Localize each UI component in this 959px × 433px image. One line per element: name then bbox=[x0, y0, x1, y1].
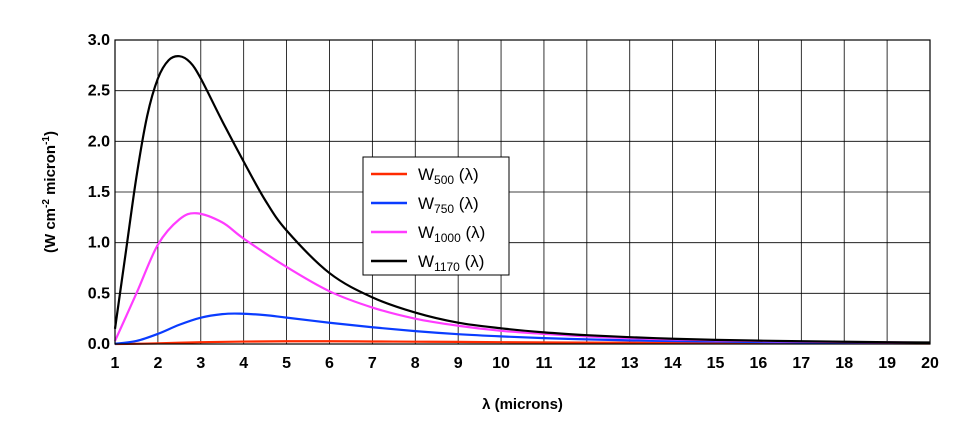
series-line-1170 bbox=[113, 55, 931, 344]
y-tick-label: 0.5 bbox=[88, 285, 110, 302]
grid bbox=[114, 39, 931, 345]
y-axis-title: (W cm-2 micron-1) bbox=[41, 131, 59, 253]
y-tick-label: 3.0 bbox=[88, 32, 110, 49]
x-tick-label: 13 bbox=[621, 355, 639, 372]
x-tick-label: 2 bbox=[153, 355, 162, 372]
legend: W500 (λ) W750 (λ) W1000 (λ) W1170 (λ) bbox=[362, 156, 510, 276]
x-tick-label: 12 bbox=[578, 355, 596, 372]
plot-frame bbox=[114, 39, 931, 345]
legend-box bbox=[362, 156, 510, 276]
y-tick-label: 2.5 bbox=[88, 83, 110, 100]
y-tick-labels: 0.0 0.5 1.0 1.5 2.0 2.5 3.0 bbox=[88, 32, 110, 353]
x-tick-label: 11 bbox=[535, 355, 552, 372]
x-tick-label: 8 bbox=[411, 355, 420, 372]
x-tick-label: 15 bbox=[707, 355, 725, 372]
legend-entry: W500 (λ) bbox=[418, 165, 479, 187]
legend-entry: W1000 (λ) bbox=[418, 223, 485, 245]
x-tick-label: 5 bbox=[282, 355, 291, 372]
x-tick-label: 9 bbox=[454, 355, 463, 372]
x-tick-label: 6 bbox=[325, 355, 334, 372]
x-tick-label: 3 bbox=[196, 355, 205, 372]
x-axis-title: λ (microns) bbox=[482, 396, 563, 413]
x-tick-label: 10 bbox=[492, 355, 510, 372]
x-tick-label: 4 bbox=[239, 355, 248, 372]
x-tick-label: 16 bbox=[750, 355, 768, 372]
y-tick-label: 2.0 bbox=[88, 133, 110, 150]
x-tick-label: 18 bbox=[835, 355, 853, 372]
x-tick-label: 20 bbox=[921, 355, 939, 372]
y-tick-label: 0.0 bbox=[88, 336, 110, 353]
x-tick-label: 17 bbox=[792, 355, 810, 372]
legend-entry: W750 (λ) bbox=[418, 194, 479, 216]
y-tick-label: 1.0 bbox=[88, 235, 110, 252]
x-tick-label: 19 bbox=[878, 355, 896, 372]
series-lines bbox=[113, 55, 931, 346]
series-line-500 bbox=[114, 340, 931, 346]
series-line-750 bbox=[114, 312, 931, 345]
x-tick-label: 14 bbox=[664, 355, 682, 372]
legend-entry: W1170 (λ) bbox=[418, 252, 484, 274]
x-tick-label: 1 bbox=[111, 355, 120, 372]
x-tick-label: 7 bbox=[368, 355, 377, 372]
series-line-1000 bbox=[113, 212, 931, 344]
y-tick-label: 1.5 bbox=[88, 184, 110, 201]
x-tick-labels: 1 2 3 4 5 6 7 8 9 10 11 12 13 14 15 16 17 18 19 20 bbox=[111, 355, 939, 372]
